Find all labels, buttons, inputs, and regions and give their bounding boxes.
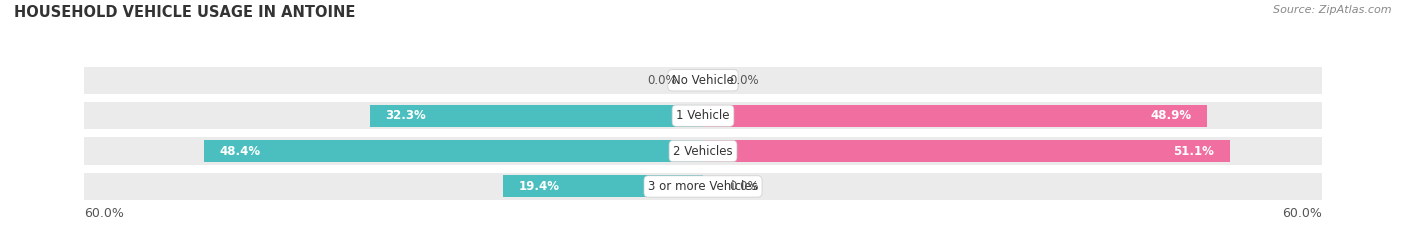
Bar bbox=[703, 105, 1208, 127]
Bar bbox=[703, 140, 1230, 162]
Bar bbox=[84, 102, 1322, 129]
Text: 0.0%: 0.0% bbox=[728, 180, 758, 193]
Text: 60.0%: 60.0% bbox=[1282, 207, 1322, 220]
Text: 51.1%: 51.1% bbox=[1174, 145, 1215, 157]
Text: HOUSEHOLD VEHICLE USAGE IN ANTOINE: HOUSEHOLD VEHICLE USAGE IN ANTOINE bbox=[14, 5, 356, 20]
Text: 3 or more Vehicles: 3 or more Vehicles bbox=[648, 180, 758, 193]
Bar bbox=[204, 140, 703, 162]
Bar bbox=[370, 105, 703, 127]
Text: 1 Vehicle: 1 Vehicle bbox=[676, 109, 730, 122]
Bar bbox=[503, 176, 703, 197]
Legend: Owner-occupied, Renter-occupied: Owner-occupied, Renter-occupied bbox=[565, 232, 841, 234]
Text: 32.3%: 32.3% bbox=[385, 109, 426, 122]
Text: No Vehicle: No Vehicle bbox=[672, 74, 734, 87]
Text: 19.4%: 19.4% bbox=[519, 180, 560, 193]
Text: 2 Vehicles: 2 Vehicles bbox=[673, 145, 733, 157]
Text: 0.0%: 0.0% bbox=[648, 74, 678, 87]
Text: 48.4%: 48.4% bbox=[219, 145, 260, 157]
Text: 0.0%: 0.0% bbox=[728, 74, 758, 87]
Bar bbox=[84, 173, 1322, 200]
Bar bbox=[84, 66, 1322, 94]
Text: 60.0%: 60.0% bbox=[84, 207, 124, 220]
Text: Source: ZipAtlas.com: Source: ZipAtlas.com bbox=[1274, 5, 1392, 15]
Bar bbox=[84, 137, 1322, 165]
Text: 48.9%: 48.9% bbox=[1150, 109, 1192, 122]
